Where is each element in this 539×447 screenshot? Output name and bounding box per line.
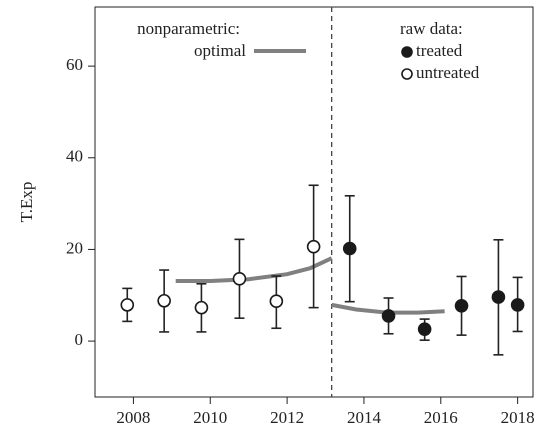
data-point: [491, 290, 506, 304]
data-point: [381, 309, 396, 323]
y-tick-label: 60: [66, 55, 83, 74]
legend-title: raw data:: [400, 19, 463, 38]
legend-swatch: [401, 46, 413, 58]
y-axis-label: T.Exp: [17, 182, 36, 223]
data-point: [342, 241, 357, 256]
plot-frame: [94, 6, 534, 398]
legend-label: untreated: [416, 63, 480, 82]
data-point: [157, 293, 171, 308]
data-point: [417, 322, 432, 336]
data-point: [454, 299, 469, 313]
fit-curve: [175, 256, 333, 284]
data-point: [269, 294, 284, 309]
x-tick-label: 2012: [270, 408, 304, 427]
legend-title: nonparametric:: [137, 19, 240, 38]
legend-label: optimal: [194, 41, 246, 60]
x-tick-label: 2010: [193, 408, 227, 427]
legend-label: treated: [416, 41, 463, 60]
y-tick-label: 0: [75, 330, 84, 349]
x-tick-label: 2008: [116, 408, 150, 427]
x-tick-label: 2018: [501, 408, 535, 427]
data-point: [120, 298, 135, 312]
x-tick-label: 2016: [424, 408, 458, 427]
data-point: [232, 271, 247, 286]
y-tick-label: 20: [66, 238, 83, 257]
y-tick-label: 40: [66, 147, 83, 166]
data-point: [194, 300, 209, 315]
x-tick-label: 2014: [347, 408, 382, 427]
data-point: [510, 298, 525, 312]
legend-swatch: [401, 68, 413, 80]
data-point: [306, 239, 321, 254]
